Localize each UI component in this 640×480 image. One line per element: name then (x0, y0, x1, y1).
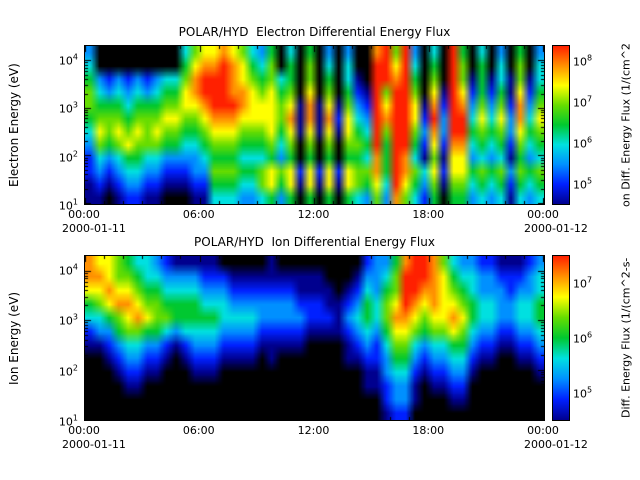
y-tick-label: 104 (58, 52, 78, 67)
y-tick-label: 103 (58, 313, 78, 328)
y-tick-label: 101 (58, 197, 78, 213)
ion-spectrogram-canvas (85, 256, 544, 420)
electron-spectrogram-plot (84, 45, 545, 205)
ion-start-date: 2000-01-11 (62, 438, 126, 451)
ion-colorbar-ticks: 105 106 107 (573, 255, 615, 421)
electron-colorbar (552, 45, 570, 205)
colorbar-tick-label: 107 (573, 275, 593, 290)
electron-start-date: 2000-01-11 (62, 222, 126, 235)
electron-end-date: 2000-01-12 (524, 222, 588, 235)
electron-x-axis-ticks: 00:00 06:00 12:00 18:00 00:00 (68, 208, 559, 222)
y-tick-label: 104 (58, 262, 78, 278)
electron-panel-title: POLAR/HYD Electron Differential Energy F… (178, 25, 451, 39)
ion-panel-title: POLAR/HYD Ion Differential Energy Flux (194, 235, 435, 249)
x-tick-label: 00:00 (68, 208, 100, 221)
colorbar-tick-label: 108 (573, 54, 593, 69)
y-tick-label: 102 (58, 149, 78, 164)
colorbar-tick-label: 106 (573, 330, 593, 346)
electron-spectrogram-canvas (85, 46, 544, 204)
x-tick-label: 06:00 (182, 424, 215, 437)
y-tick-label: 101 (58, 413, 78, 429)
colorbar-tick-label: 105 (573, 386, 593, 401)
ion-y-axis-ticks: 101 102 103 104 (48, 255, 80, 429)
ion-x-axis-ticks: 00:00 06:00 12:00 18:00 00:00 (68, 424, 559, 438)
electron-colorbar-ticks: 105 106 107 108 (573, 45, 615, 205)
electron-y-axis-ticks: 101 102 103 104 (48, 45, 80, 212)
ion-spectrogram-plot (84, 255, 545, 421)
colorbar-tick-label: 106 (573, 136, 593, 151)
x-tick-label: 00:00 (527, 208, 559, 221)
y-tick-label: 103 (58, 100, 78, 116)
x-tick-label: 12:00 (297, 208, 330, 221)
colorbar-tick-label: 107 (573, 95, 593, 110)
ion-colorbar (552, 255, 570, 421)
x-tick-label: 06:00 (182, 208, 215, 221)
electron-y-axis-label: Electron Energy (eV) (7, 63, 21, 187)
ion-y-axis-label: Ion Energy (eV) (7, 291, 21, 385)
x-tick-label: 18:00 (412, 424, 445, 437)
x-tick-label: 00:00 (68, 424, 100, 437)
x-tick-label: 12:00 (297, 424, 330, 437)
y-tick-label: 102 (58, 363, 78, 379)
x-tick-label: 00:00 (527, 424, 559, 437)
x-tick-label: 18:00 (412, 208, 445, 221)
ion-end-date: 2000-01-12 (524, 438, 588, 451)
ion-colorbar-label: Diff. Energy Flux (1/(cm^2-s- (619, 257, 633, 419)
electron-colorbar-label: on Diff. Energy Flux (1/(cm^2 (619, 43, 633, 207)
colorbar-tick-label: 105 (573, 177, 593, 192)
